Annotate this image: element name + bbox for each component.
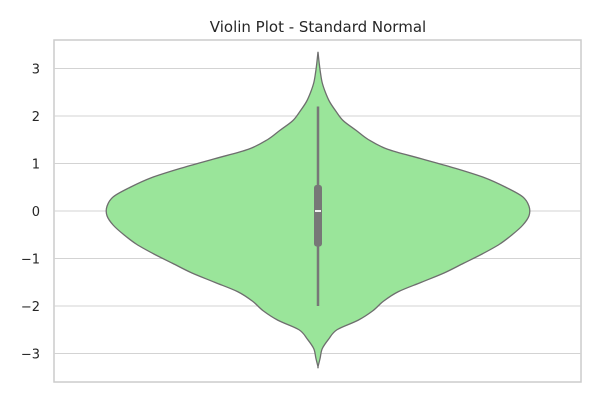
y-tick-label: −3 <box>21 348 40 363</box>
y-tick-label: 3 <box>32 63 40 78</box>
violin-layer <box>105 51 531 369</box>
y-tick-label: 0 <box>32 205 40 220</box>
y-axis-ticks: −3 −2 −1 0 1 2 3 <box>21 63 40 363</box>
y-tick-label: 2 <box>32 110 40 125</box>
y-tick-label: −1 <box>21 253 40 268</box>
iqr-box <box>314 184 322 247</box>
y-tick-label: 1 <box>32 158 40 173</box>
chart-title: Violin Plot - Standard Normal <box>210 18 426 36</box>
y-tick-label: −2 <box>21 300 40 315</box>
